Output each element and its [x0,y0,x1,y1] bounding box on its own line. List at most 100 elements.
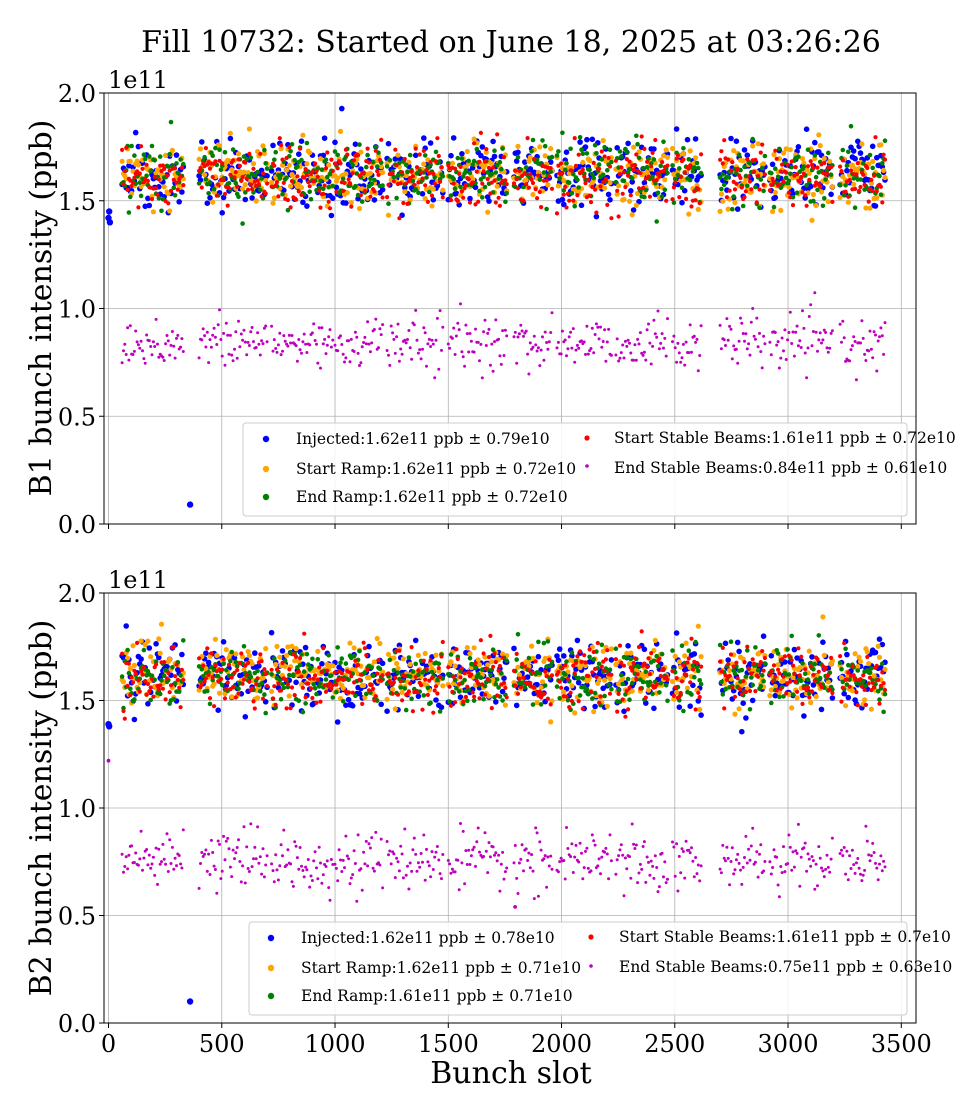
b1-point-end-stable [272,338,276,342]
b1-point-end-stable [234,330,238,334]
b1-point-start-ramp [693,155,699,161]
b2-point-start-stable [780,657,785,662]
b2-point-start-stable [602,668,607,673]
b2-point-start-ramp [530,655,536,661]
b1-outlier-point-injected [186,501,194,508]
b2-point-end-ramp [391,668,397,673]
b1-point-end-stable [695,337,699,341]
b2-point-end-ramp [798,678,804,684]
b1-point-start-stable [281,180,286,185]
b2-point-end-ramp [538,702,544,707]
b2-point-start-stable [276,681,281,686]
b1-point-end-ramp [594,151,599,156]
b2-point-end-stable [573,855,577,859]
b2-point-end-stable [491,845,495,849]
b2-point-start-stable [160,686,165,691]
b1-point-start-ramp [261,150,267,157]
b2-point-end-stable [459,822,462,825]
b2-point-start-stable [867,675,873,680]
b1-point-end-stable [633,343,637,347]
b1-point-start-stable [730,160,735,165]
b2-point-injected [205,659,212,666]
b2-point-start-ramp [377,640,383,647]
b2-point-start-stable [162,660,167,665]
b2-point-end-stable [325,859,329,863]
b2-point-end-stable [166,870,170,873]
b1-point-injected [795,144,802,150]
b1-point-start-stable [855,161,860,166]
b2-point-start-stable [643,695,648,700]
b1-point-end-ramp [230,147,236,152]
b2-point-injected [384,708,390,714]
b2-point-end-stable [461,829,465,833]
b2-point-start-stable [797,673,802,678]
b2-point-end-ramp [410,669,416,674]
b1-point-end-stable [343,360,346,364]
b2-point-start-stable [280,660,285,666]
b1-point-end-stable [469,339,473,343]
b1-point-injected [219,210,225,216]
b2-point-end-stable [333,862,337,866]
b1-point-end-ramp [515,154,521,160]
b1-point-end-stable [461,355,465,359]
b1-point-end-ramp [335,152,341,158]
b1-point-start-ramp [300,132,306,138]
b2-point-injected [574,637,581,644]
b1-point-start-stable [650,150,655,155]
b2-point-injected [513,702,520,709]
b2-point-end-stable [254,857,258,861]
b2-point-start-ramp [608,646,615,652]
b2-point-end-ramp [452,677,458,683]
b1-point-injected [486,198,492,204]
b1-point-start-ramp [367,170,373,176]
b1-point-start-stable [521,198,526,203]
b1-point-end-stable [164,342,168,346]
b1-point-end-stable [257,342,261,346]
b2-point-start-ramp [249,661,255,667]
b2-point-end-stable [429,875,433,879]
b1-point-end-stable [828,346,832,350]
b2-point-end-ramp [881,709,886,715]
b1-point-start-stable [657,174,662,179]
b2-point-injected [379,660,386,667]
b1-point-end-ramp [340,176,346,182]
b1-point-end-stable [629,351,633,355]
b1-point-start-stable [561,192,566,197]
b2-point-end-stable [556,870,560,874]
b2-point-end-ramp [465,698,470,704]
b2-point-start-stable [789,658,794,663]
b1-point-end-ramp [126,210,132,215]
b2-point-end-stable [503,870,507,874]
b2-point-end-ramp [817,675,823,681]
b2-point-end-stable [145,848,149,851]
b2-point-end-ramp [694,665,700,670]
b2-point-end-ramp [592,690,598,696]
b2-point-end-ramp [259,681,264,686]
b1-point-start-stable [548,166,553,171]
b2-point-end-ramp [480,667,485,672]
b2-point-start-ramp [315,648,321,655]
b1-point-start-ramp [561,177,567,184]
b2-point-start-ramp [245,649,251,655]
b2-point-end-ramp [278,696,284,702]
b2-point-end-stable [212,864,216,868]
b2-point-end-stable [136,863,140,867]
b2-point-end-ramp [403,707,409,713]
b1-point-end-stable [120,361,124,365]
b2-point-end-ramp [679,643,685,648]
b2-point-end-stable [310,879,314,882]
b1-point-end-stable [359,361,363,365]
b1-point-start-stable [284,155,289,161]
b2-point-end-stable [324,865,328,868]
b2-point-start-stable [167,690,172,695]
b2-point-end-ramp [229,649,234,655]
b2-point-start-ramp [374,635,380,642]
b2-point-end-stable [181,828,185,832]
b1-point-end-ramp [459,156,465,161]
b1-point-end-stable [609,353,613,357]
b2-point-start-stable [720,645,725,651]
b2-point-start-stable [307,676,312,681]
b1-point-end-stable [364,342,368,346]
b1-point-end-ramp [467,170,473,176]
b1-point-end-stable [226,333,230,337]
